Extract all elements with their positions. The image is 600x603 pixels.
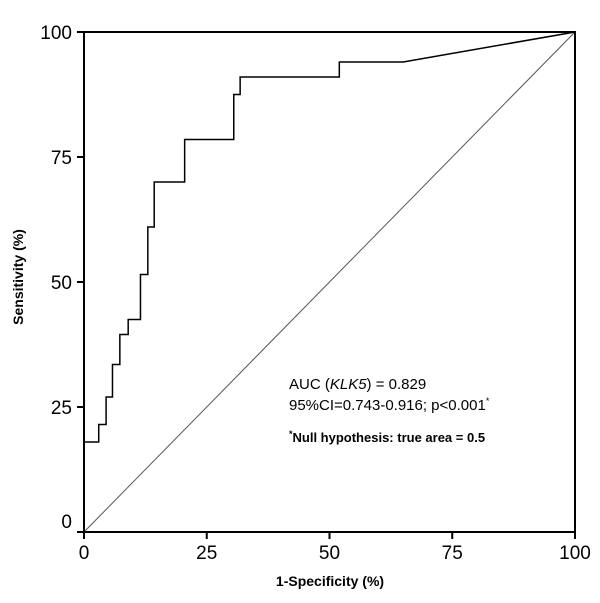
y-tick-label: 25 — [51, 398, 72, 419]
x-tick-label: 0 — [79, 543, 90, 564]
ci-annotation: 95%CI=0.743-0.916; p<0.001* — [289, 396, 490, 414]
x-tick-label: 50 — [319, 543, 340, 564]
x-tick-label: 25 — [196, 543, 217, 564]
auc-annotation: AUC (KLK5) = 0.829 — [289, 376, 426, 393]
y-tick-label: 0 — [61, 512, 72, 533]
x-axis-title: 1-Specificity (%) — [276, 573, 384, 589]
y-axis-title: Sensitivity (%) — [10, 229, 26, 325]
null-hypothesis-annotation: *Null hypothesis: true area = 0.5 — [289, 429, 485, 445]
plot-frame — [83, 31, 576, 533]
roc-curve — [84, 31, 576, 443]
x-tick-label: 75 — [442, 543, 463, 564]
reference-diagonal-line — [83, 31, 576, 533]
x-tick-label: 100 — [559, 543, 591, 564]
y-tick-label: 100 — [40, 23, 72, 44]
y-tick-label: 75 — [51, 148, 72, 169]
y-tick-label: 50 — [51, 273, 72, 294]
